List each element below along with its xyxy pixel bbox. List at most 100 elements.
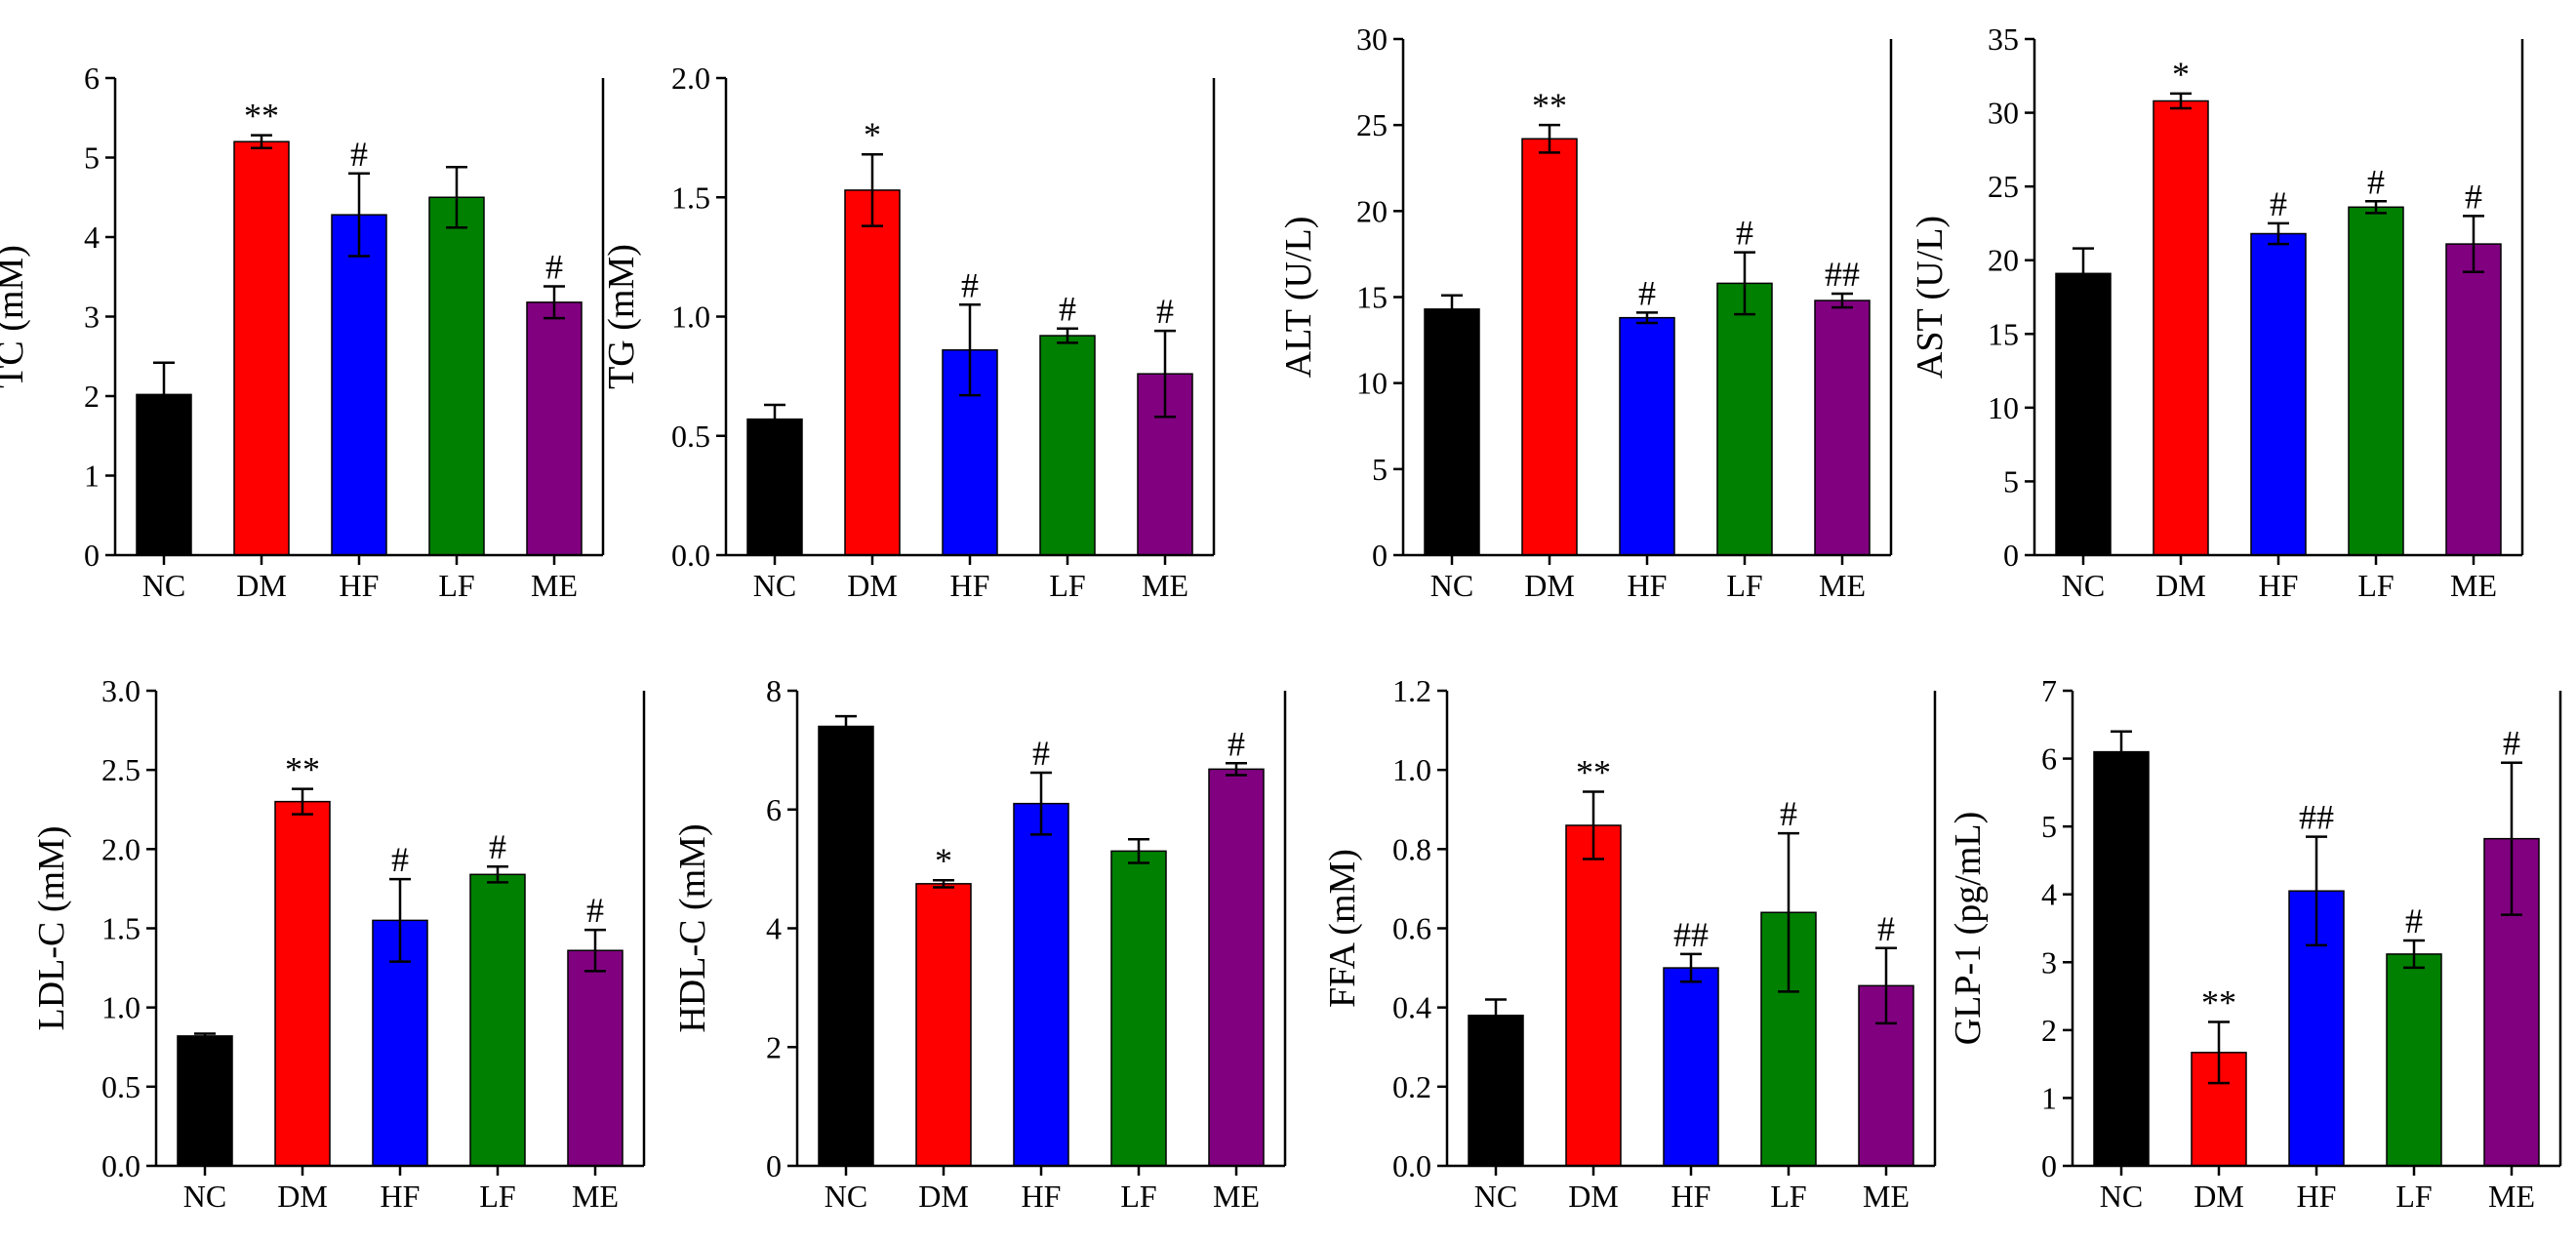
x-tick-label-HF: HF	[2259, 568, 2299, 603]
x-tick-label-HF: HF	[381, 1179, 421, 1214]
bar-DM	[1521, 138, 1578, 556]
bar-DM	[844, 189, 901, 556]
significance-mark-HF: #	[1032, 734, 1050, 773]
bar-ME	[2445, 243, 2502, 556]
x-tick-label-ME: ME	[1863, 1179, 1910, 1214]
y-tick-label: 35	[1988, 21, 2019, 57]
y-tick-label: 0.0	[101, 1148, 141, 1183]
bar-HF	[1013, 802, 1069, 1167]
significance-mark-DM: **	[244, 97, 279, 136]
bar-ME	[1208, 768, 1265, 1167]
x-tick-label-NC: NC	[142, 568, 185, 603]
significance-mark-DM: *	[2172, 55, 2190, 94]
y-tick-label: 1.0	[1392, 752, 1431, 787]
x-tick-label-DM: DM	[918, 1179, 969, 1214]
x-tick-label-ME: ME	[2450, 568, 2497, 603]
bar-ME	[567, 949, 624, 1167]
bar-LF	[2386, 953, 2442, 1167]
y-tick-label: 1.0	[101, 990, 141, 1025]
y-tick-label: 2.0	[101, 831, 141, 866]
significance-mark-ME: #	[1228, 724, 1245, 763]
bar-DM	[233, 140, 290, 556]
significance-mark-DM: *	[864, 115, 881, 154]
x-tick-label-NC: NC	[2062, 568, 2105, 603]
x-tick-label-NC: NC	[825, 1179, 867, 1214]
y-tick-label: 20	[1356, 193, 1388, 228]
x-tick-label-DM: DM	[236, 568, 287, 603]
bar-NC	[818, 725, 874, 1167]
y-tick-label: 10	[1356, 366, 1388, 401]
significance-mark-ME: #	[586, 891, 604, 930]
y-tick-label: 5	[2003, 463, 2019, 499]
y-tick-label: 5	[84, 140, 100, 176]
bar-DM	[2153, 100, 2209, 556]
chart-panel-6: NC * DM # HF LF # ME 0 2 4 6 8 HDL-C (mM)	[672, 673, 1287, 1214]
significance-mark-HF: #	[350, 135, 368, 174]
y-tick-label: 1.5	[101, 911, 141, 946]
significance-mark-LF: #	[1059, 290, 1076, 329]
significance-mark-HF: ##	[2299, 798, 2334, 837]
y-tick-label: 0.8	[1392, 831, 1431, 866]
y-axis-title: ALT (U/L)	[1278, 217, 1319, 379]
bar-NC	[177, 1035, 233, 1167]
x-tick-label-DM: DM	[1524, 568, 1575, 603]
y-tick-label: 0.6	[1392, 911, 1431, 946]
bar-NC	[2055, 272, 2112, 556]
chart-panel-2: NC * DM # HF # LF # ME 0.0 0.5 1.0 1.5 2.0 TG (mM)	[601, 60, 1216, 603]
significance-mark-HF: #	[391, 840, 409, 879]
y-axis-title: AST (U/L)	[1910, 216, 1951, 379]
bar-ME	[526, 301, 583, 556]
x-tick-label-ME: ME	[1213, 1179, 1260, 1214]
y-tick-label: 10	[1988, 390, 2019, 425]
bar-DM	[274, 800, 331, 1167]
y-axis-title: GLP-1 (pg/mL)	[1948, 812, 1989, 1046]
significance-mark-LF: #	[2405, 901, 2423, 940]
y-tick-label: 0	[2003, 538, 2019, 573]
x-tick-label-HF: HF	[2297, 1179, 2337, 1214]
x-tick-label-LF: LF	[438, 568, 474, 603]
chart-panel-1: NC ** DM # HF LF # ME 0 1 2 3 4 5 6 TC (mM)	[0, 60, 605, 603]
y-tick-label: 30	[1988, 96, 2019, 131]
y-tick-label: 6	[84, 60, 100, 96]
y-tick-label: 1.5	[671, 180, 710, 215]
x-tick-label-LF: LF	[1049, 568, 1085, 603]
y-tick-label: 15	[1356, 280, 1388, 315]
bar-NC	[1424, 308, 1480, 556]
bar-NC	[1468, 1015, 1524, 1167]
significance-mark-HF: #	[1638, 273, 1656, 312]
y-axis-title: LDL-C (mM)	[31, 825, 72, 1030]
x-tick-label-LF: LF	[2357, 568, 2394, 603]
x-tick-label-HF: HF	[1022, 1179, 1062, 1214]
chart-panel-3: NC ** DM # HF # LF ## ME 0 5 10 15 20 25 30 ALT (U/L)	[1278, 21, 1893, 603]
x-tick-label-DM: DM	[277, 1179, 328, 1214]
bar-HF	[331, 214, 387, 556]
y-axis-title: TC (mM)	[0, 245, 31, 388]
y-tick-label: 0.4	[1392, 990, 1431, 1025]
y-tick-label: 3.0	[101, 673, 141, 708]
bar-NC	[746, 418, 803, 556]
y-tick-label: 25	[1356, 107, 1388, 142]
x-tick-label-NC: NC	[1430, 568, 1473, 603]
x-tick-label-HF: HF	[340, 568, 380, 603]
y-tick-label: 0.2	[1392, 1069, 1431, 1104]
y-tick-label: 2.0	[671, 60, 710, 96]
significance-mark-ME: #	[2465, 177, 2482, 216]
significance-mark-ME: #	[2503, 724, 2520, 763]
y-tick-label: 2.5	[101, 752, 141, 787]
x-tick-label-ME: ME	[531, 568, 578, 603]
x-tick-label-DM: DM	[847, 568, 898, 603]
x-tick-label-LF: LF	[1120, 1179, 1156, 1214]
y-tick-label: 1	[2041, 1080, 2057, 1115]
y-tick-label: 5	[2041, 809, 2057, 844]
chart-panel-4: NC * DM # HF # LF # ME 0 5 10 15 20 25 30 35 AST (U/L)	[1910, 21, 2524, 603]
chart-panel-7: NC ** DM ## HF # LF # ME 0.0 0.2 0.4 0.6 0.8 1.0 1.2 FFA…	[1322, 673, 1937, 1214]
significance-mark-DM: *	[935, 841, 952, 880]
bar-HF	[1663, 967, 1719, 1167]
chart-panel-5: NC ** DM # HF # LF # ME 0.0 0.5 1.0 1.5 2.0 2.5 3.0 LDL-…	[31, 673, 646, 1214]
y-tick-label: 8	[766, 673, 782, 708]
x-tick-label-NC: NC	[2100, 1179, 2143, 1214]
y-tick-label: 4	[766, 911, 782, 946]
y-tick-label: 2	[84, 379, 100, 414]
significance-mark-HF: #	[961, 265, 979, 304]
